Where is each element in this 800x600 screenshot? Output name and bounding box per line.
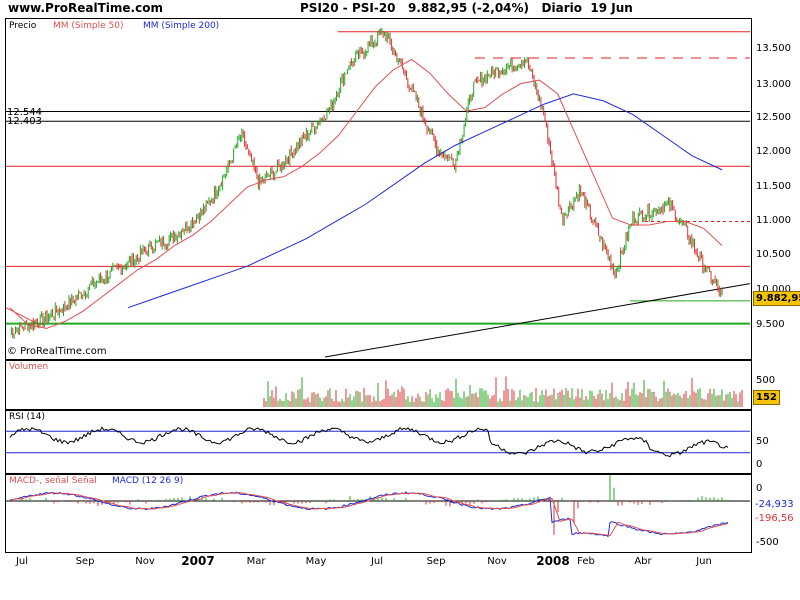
rsi-label: RSI (14) xyxy=(9,412,45,422)
xtick: Jul xyxy=(370,556,384,567)
volume-label: Volumen xyxy=(9,362,49,372)
macd-value-1: -24,933 xyxy=(755,499,794,510)
xtick: Nov xyxy=(135,556,155,567)
trend-line xyxy=(324,283,751,358)
xtick: Abr xyxy=(634,556,652,567)
legend-price: Precio xyxy=(9,21,37,31)
price-panel[interactable]: Precio MM (Simple 50) MM (Simple 200) 12… xyxy=(5,18,752,360)
mm200-line xyxy=(127,93,723,309)
ytick: 11.000 xyxy=(756,215,791,226)
chart-header: www.ProRealTime.com PSI20 - PSI-20 9.882… xyxy=(0,0,800,18)
ytick: 500 xyxy=(756,375,776,386)
ytick: 10.500 xyxy=(756,249,791,260)
xtick: Jun xyxy=(696,556,712,567)
mm50-line xyxy=(9,58,723,329)
volume-axis: 500 xyxy=(751,360,800,408)
ytick: 10.000 xyxy=(756,284,791,295)
ytick: 9.500 xyxy=(756,319,785,330)
xtick: Nov xyxy=(487,556,507,567)
chart-title: PSI20 - PSI-20 9.882,95 (-2,04%) Diario … xyxy=(300,1,633,15)
macd-value-2: -196,56 xyxy=(755,513,794,524)
legend-mm50: MM (Simple 50) xyxy=(53,21,124,31)
xtick: Jul xyxy=(15,556,29,567)
macd-panel[interactable]: MACD-, señal Señal MACD (12 26 9) xyxy=(5,474,752,553)
ytick: 13.500 xyxy=(756,43,791,54)
rsi-axis: 50 0 xyxy=(751,410,800,472)
rsi-line xyxy=(9,426,729,458)
legend-mm200: MM (Simple 200) xyxy=(143,21,220,31)
ytick: 0 xyxy=(756,459,763,470)
last-price-tag: 9.882,95 xyxy=(753,291,800,306)
ytick: 12.000 xyxy=(756,146,791,157)
xtick: May xyxy=(305,556,327,567)
xtick: Sep xyxy=(426,556,446,567)
ytick: -500 xyxy=(756,537,779,548)
xtick: Feb xyxy=(577,556,595,567)
ytick: 11.500 xyxy=(756,181,791,192)
last-volume-tag: 152 xyxy=(753,390,780,405)
macd-line xyxy=(9,491,729,538)
macd-signal-line xyxy=(9,492,729,537)
xtick: 2008 xyxy=(536,554,570,568)
ytick: 0 xyxy=(756,483,763,494)
macd-signal-label: MACD-, señal Señal xyxy=(9,476,97,486)
copyright: © ProRealTime.com xyxy=(7,346,107,357)
xtick: Mar xyxy=(246,556,266,567)
ytick: 50 xyxy=(756,436,769,447)
ytick: 12.500 xyxy=(756,112,791,123)
macd-label: MACD (12 26 9) xyxy=(112,476,184,486)
xtick: Sep xyxy=(75,556,95,567)
xtick: 2007 xyxy=(181,554,215,568)
rsi-panel[interactable]: RSI (14) xyxy=(5,410,752,474)
ytick: 13.000 xyxy=(756,79,791,90)
price-axis: 13.500 13.000 12.500 12.000 11.500 11.00… xyxy=(751,18,800,358)
macd-axis: 0 -500 xyxy=(751,474,800,551)
site-name: www.ProRealTime.com xyxy=(8,1,163,15)
level-label-12544: 12.544 xyxy=(7,107,42,118)
